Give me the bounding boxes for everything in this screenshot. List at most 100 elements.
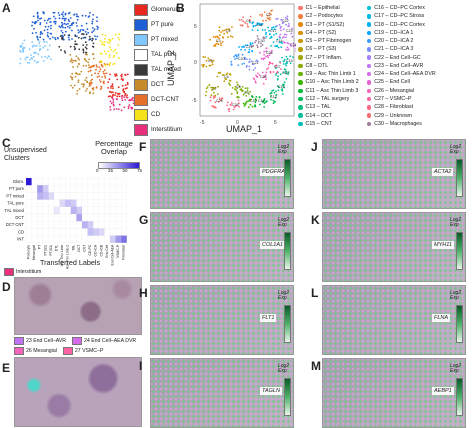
umap-cluster-tag: C29 xyxy=(216,99,223,103)
panel-label-i: I xyxy=(139,359,143,373)
cluster-color-dot xyxy=(298,105,303,110)
panel-a-legend-item: CD xyxy=(134,109,184,121)
cluster-legend-item: C7 – PT Inflam. xyxy=(298,54,359,62)
umap-point xyxy=(216,75,219,78)
umap-point xyxy=(260,57,263,60)
umap-point xyxy=(121,73,123,76)
umap-cluster-tag: C21 xyxy=(252,61,259,65)
umap-point xyxy=(85,22,88,25)
umap-point xyxy=(283,58,286,61)
umap-point xyxy=(271,62,274,65)
umap-point xyxy=(85,60,88,62)
umap-point xyxy=(103,41,106,43)
umap-point xyxy=(77,15,79,18)
umap-point xyxy=(52,15,55,18)
heatmap-cell xyxy=(115,206,122,215)
umap-point xyxy=(92,65,95,68)
umap-point xyxy=(78,59,80,61)
panel-label-c: C xyxy=(2,136,11,150)
cluster-label: C20 – CD–ICA 2 xyxy=(374,38,414,45)
umap-point xyxy=(39,36,42,39)
umap-point xyxy=(85,64,88,67)
cluster-legend-item: C20 – CD–ICA 2 xyxy=(366,37,436,45)
heatmap-cell xyxy=(25,199,32,207)
umap-point xyxy=(107,87,109,89)
umap-point xyxy=(281,56,283,59)
umap-point xyxy=(238,106,240,108)
umap-point xyxy=(281,42,284,45)
umap-cluster-tag: C18 xyxy=(256,23,263,27)
umap-point xyxy=(238,85,241,88)
umap-point xyxy=(111,96,114,98)
umap-point xyxy=(248,48,251,51)
umap-point xyxy=(231,36,234,38)
expression-colorbar xyxy=(456,378,463,416)
umap-point xyxy=(241,53,244,56)
heatmap-cell xyxy=(37,177,43,186)
umap-point xyxy=(67,18,70,21)
umap-point xyxy=(81,83,83,86)
umap-point xyxy=(73,13,75,16)
umap-point xyxy=(99,68,102,70)
umap-point xyxy=(218,26,221,29)
umap-point xyxy=(290,32,293,35)
cluster-color-dot xyxy=(366,22,372,27)
heatmap-cell xyxy=(93,221,99,229)
umap-point xyxy=(210,94,213,97)
umap-point xyxy=(86,28,89,31)
cluster-label: C11 – Asc Thin Limb 3 xyxy=(305,87,359,94)
umap-point xyxy=(245,95,248,97)
umap-point xyxy=(60,29,63,32)
cluster-color-dot xyxy=(366,5,372,11)
heatmap-value-cell xyxy=(82,221,88,229)
heatmap-value-cell xyxy=(110,235,116,243)
umap-point xyxy=(90,82,93,84)
umap-point xyxy=(234,58,236,60)
heatmap-cell xyxy=(81,192,88,200)
heatmap-row-label: CD xyxy=(18,229,24,234)
umap-point xyxy=(272,71,275,73)
umap-point xyxy=(248,65,251,68)
cluster-label: C19 – CD–ICA 1 xyxy=(374,29,414,36)
umap-point xyxy=(254,81,257,84)
umap-point xyxy=(72,66,74,68)
umap-point xyxy=(283,86,285,89)
umap-point xyxy=(70,84,72,87)
heatmap-cell xyxy=(70,192,77,200)
heatmap-col-label: End Cell-AEA xyxy=(111,244,115,265)
gene-name-label: FLNA xyxy=(432,314,451,322)
umap-point xyxy=(265,35,268,38)
umap-point xyxy=(212,35,215,38)
umap-point xyxy=(131,107,134,110)
legend-tick: 75 xyxy=(136,168,142,173)
umap-point xyxy=(126,73,129,76)
umap-point xyxy=(118,92,121,95)
heatmap-row-label: INT xyxy=(17,237,24,242)
umap-point xyxy=(42,11,45,13)
cluster-label: C3 – PT (S1/S2) xyxy=(305,21,345,28)
heatmap-cell xyxy=(48,221,55,229)
umap-point xyxy=(212,59,215,62)
heatmap-col-label: End Cell xyxy=(105,245,109,258)
heatmap-cell xyxy=(65,221,71,229)
legend-label: 24 End Cell–AEA DVR xyxy=(83,338,137,344)
heatmap-value-cell xyxy=(48,192,54,200)
umap-point xyxy=(231,26,233,28)
umap-point xyxy=(32,44,35,47)
heatmap-cell xyxy=(48,235,55,243)
umap-point xyxy=(50,58,52,61)
heatmap-cell xyxy=(70,213,77,222)
legend-swatch xyxy=(134,124,148,136)
umap-point xyxy=(241,24,244,27)
umap-point xyxy=(246,64,248,67)
umap-point xyxy=(212,86,214,89)
umap-point xyxy=(88,85,91,87)
umap-point xyxy=(48,17,50,20)
umap-point xyxy=(71,72,74,75)
panel-b-ylabel: UMAP_2 xyxy=(166,49,176,86)
heatmap-cell xyxy=(87,177,94,186)
umap-cluster-tag: C14 xyxy=(282,71,289,75)
heatmap-cell xyxy=(31,199,38,207)
cluster-color-dot xyxy=(366,105,372,110)
heatmap-cell xyxy=(48,213,55,222)
